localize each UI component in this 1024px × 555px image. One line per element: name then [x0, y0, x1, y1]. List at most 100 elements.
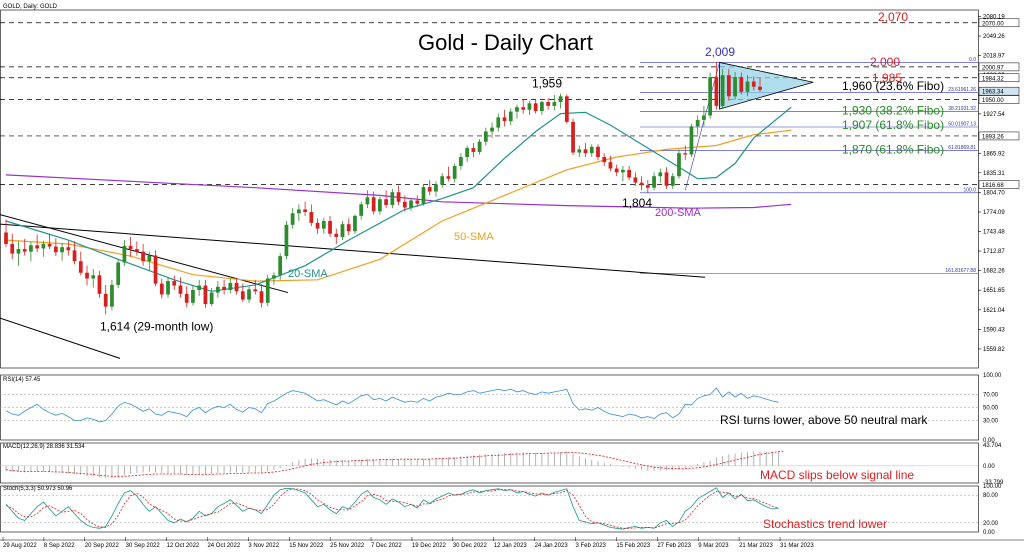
resistance-1985-label: 1,985 [872, 71, 902, 85]
candle-body [533, 103, 538, 112]
candle-body [695, 119, 700, 127]
annotation-1804: 1,804 [622, 196, 652, 210]
rsi-line [5, 387, 779, 423]
candle-body [309, 212, 314, 223]
stoch-panel-frame [0, 485, 979, 533]
time-tick-label: 29 Aug 2022 [3, 543, 37, 549]
candle-body [639, 182, 644, 186]
candle-body [677, 153, 681, 177]
candle-body [172, 281, 177, 286]
macd-caption: MACD(12,26,9) 28.836 31.534 [3, 444, 85, 450]
macd-panel-frame [0, 442, 979, 484]
time-tick-label: 12 Oct 2022 [167, 543, 200, 549]
candle-body [758, 86, 762, 90]
candle-body [421, 187, 426, 204]
candle-body [29, 245, 33, 252]
candle-body [47, 243, 52, 247]
candle-body [645, 185, 650, 188]
candle-body [215, 286, 220, 293]
symbol-caption: GOLD, Daily: GOLD [3, 4, 58, 10]
time-tick-label: 31 Mar 2023 [780, 543, 814, 549]
candle-body [253, 289, 258, 292]
fibonacci-line-label: 38.21931.32 [948, 106, 976, 112]
stoch-tick-label: 20.00 [983, 521, 999, 527]
sma50-line [5, 129, 792, 282]
candle-body [328, 220, 332, 234]
resistance-2070-label: 2,070 [878, 10, 908, 24]
fibonacci-line-label: 161.81677.88 [945, 268, 976, 274]
annotation-1959: 1,959 [532, 77, 562, 91]
candle-body [85, 272, 89, 279]
candle-body [265, 278, 270, 303]
candle-body [614, 168, 619, 173]
candle-body [446, 176, 451, 179]
candle-body [583, 149, 588, 154]
resistance-2000-label: 2,000 [870, 55, 900, 69]
candle-body [247, 289, 251, 300]
rsi-note: RSI turns lower, above 50 neutral mark [720, 413, 928, 427]
candle-body [147, 255, 152, 262]
candle-body [4, 232, 8, 244]
candle-body [197, 285, 202, 291]
price-box-label: 1950.00 [982, 98, 1004, 104]
stoch-note: Stochastics trend lower [763, 517, 887, 531]
time-tick-label: 19 Dec 2022 [412, 543, 447, 549]
candle-body [116, 262, 121, 285]
downtrend-line-lower [0, 317, 121, 359]
candle-body [128, 245, 133, 250]
fibonacci-line-label: 50.01907.13 [948, 121, 976, 127]
price-box [978, 18, 1020, 28]
candle-body [465, 148, 469, 158]
candle-body [240, 291, 245, 300]
candle-body [652, 176, 656, 188]
stoch-d-line [5, 488, 779, 529]
candle-body [153, 255, 158, 284]
candle-body [346, 224, 351, 232]
candle-body [689, 126, 694, 155]
candle-body [621, 169, 625, 173]
candle-body [290, 213, 295, 225]
price-tick-label: 2049.26 [983, 34, 1005, 40]
price-box-label: 2000.97 [982, 65, 1004, 71]
downtrend-line-middle [0, 223, 706, 278]
price-box [978, 86, 1020, 96]
time-tick-label: 27 Feb 2023 [657, 543, 691, 549]
time-tick-label: 9 Mar 2023 [698, 543, 729, 549]
candle-body [602, 157, 607, 163]
candle-body [427, 187, 432, 192]
candle-body [16, 249, 21, 254]
sma50-label: 50-SMA [454, 231, 494, 243]
time-tick-label: 24 Oct 2022 [207, 543, 240, 549]
candle-body [415, 200, 420, 204]
candle-body [527, 103, 532, 110]
candle-body [496, 117, 501, 128]
time-tick-label: 30 Sep 2022 [126, 543, 161, 549]
price-box [978, 62, 1020, 72]
candle-body [540, 102, 544, 112]
candle-body [670, 176, 675, 186]
candle-body [259, 291, 264, 303]
time-tick-label: 15 Nov 2022 [289, 543, 324, 549]
price-box-label: 2070.00 [982, 21, 1004, 27]
candle-body [577, 149, 582, 153]
time-tick-label: 7 Dec 2022 [371, 543, 402, 549]
candle-body [664, 172, 669, 186]
sma200-line [5, 174, 792, 209]
candle-body [739, 77, 744, 92]
candle-body [53, 246, 58, 253]
candle-body [658, 172, 663, 177]
candle-body [321, 220, 326, 229]
candle-body [378, 199, 382, 212]
candle-body [396, 192, 401, 202]
time-tick-label: 20 Sep 2022 [85, 543, 120, 549]
candle-body [272, 275, 276, 279]
candle-body [402, 201, 407, 208]
candle-body [733, 77, 737, 97]
time-tick-label: 25 Nov 2022 [330, 543, 365, 549]
candle-body [571, 121, 575, 153]
price-box-label: 1816.68 [982, 183, 1004, 189]
candle-body [10, 243, 15, 254]
candle-body [184, 293, 189, 303]
candle-body [596, 146, 600, 158]
candle-body [359, 204, 364, 216]
